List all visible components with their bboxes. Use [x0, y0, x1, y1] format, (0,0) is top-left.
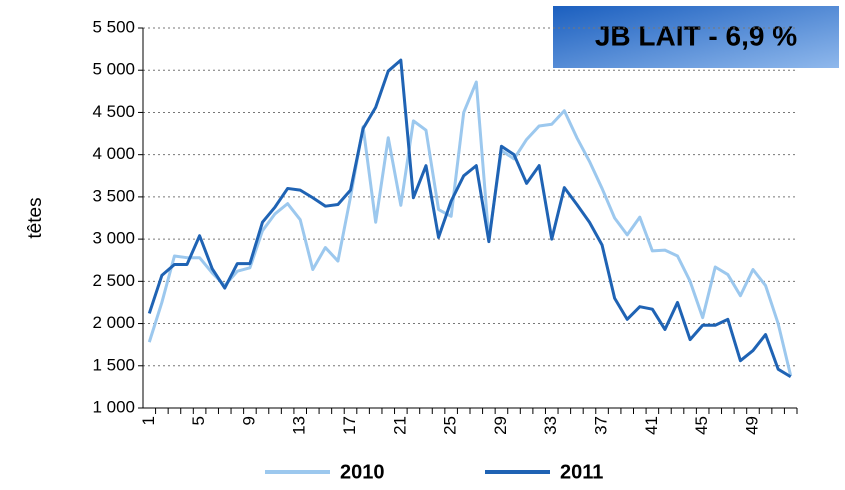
x-tick-label: 1 — [139, 416, 158, 425]
y-tick-label: 2 500 — [92, 271, 135, 290]
y-tick-label: 1 500 — [92, 355, 135, 374]
y-tick-label: 5 000 — [92, 60, 135, 79]
y-axis-label: têtes — [25, 197, 46, 238]
x-tick-label: 5 — [189, 416, 208, 425]
x-tick-label: 13 — [290, 416, 309, 435]
x-tick-label: 37 — [592, 416, 611, 435]
y-tick-label: 5 500 — [92, 17, 135, 36]
x-tick-label: 41 — [642, 416, 661, 435]
y-tick-label: 2 000 — [92, 313, 135, 332]
line-series — [147, 58, 792, 379]
x-tick-label: 29 — [491, 416, 510, 435]
x-tick-label: 25 — [441, 416, 460, 435]
y-tick-label: 4 500 — [92, 102, 135, 121]
annotation: JB LAIT - 6,9 % — [595, 20, 797, 51]
x-tick-label: 33 — [541, 416, 560, 435]
x-tick-label: 49 — [742, 416, 761, 435]
x-tick-label: 17 — [340, 416, 359, 435]
line-series — [147, 80, 793, 377]
x-tick-label: 9 — [239, 416, 258, 425]
y-tick-label: 3 000 — [92, 229, 135, 248]
y-tick-label: 1 000 — [92, 397, 135, 416]
annotation-box — [553, 6, 839, 68]
x-tick-label: 45 — [692, 416, 711, 435]
legend-label: 2010 — [340, 461, 385, 483]
y-tick-label: 3 500 — [92, 186, 135, 205]
x-tick-label: 21 — [390, 416, 409, 435]
y-tick-label: 4 000 — [92, 144, 135, 163]
legend-label: 2011 — [560, 461, 603, 483]
